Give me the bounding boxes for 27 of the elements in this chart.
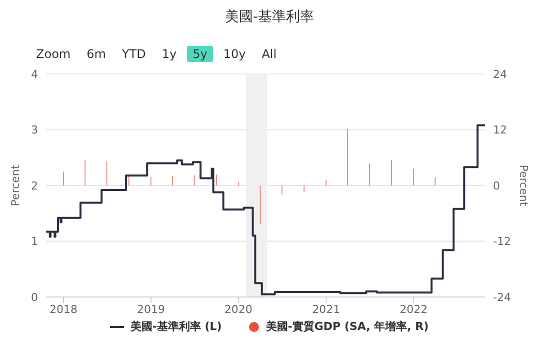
text: Zoom [35, 46, 72, 62]
x-tick-label: 2021 [312, 302, 340, 316]
legend-label: 美國-實質GDP (SA, 年增率, R) [264, 319, 429, 334]
y2-tick-label: 12 [493, 124, 507, 137]
y2-axis-title: Percent [517, 164, 530, 207]
y-tick-label: 4 [31, 68, 38, 81]
x-tick-label: 2019 [136, 302, 165, 316]
text: YTD [120, 46, 147, 62]
y-tick-label: 0 [31, 290, 38, 304]
x-tick-label: 2020 [224, 302, 252, 316]
text: 1y [160, 46, 178, 62]
y2-tick-label: 24 [493, 68, 507, 81]
x-tick-label: 2018 [49, 302, 78, 316]
text: All [260, 46, 278, 62]
y-tick-label: 2 [31, 179, 38, 192]
legend-label: 美國-基準利率 (L) [129, 319, 222, 334]
y2-tick-label: -24 [493, 290, 511, 304]
y2-tick-label: -12 [493, 235, 511, 248]
y-axis-title: Percent [8, 164, 22, 206]
chart-title: 美國-基準利率 [224, 8, 316, 27]
y-tick-label: 1 [31, 235, 38, 248]
text: 10y [222, 46, 247, 62]
text: 5y [186, 46, 214, 62]
x-tick-label: 2022 [400, 302, 428, 316]
y-tick-label: 3 [31, 124, 38, 137]
y2-tick-label: 0 [493, 179, 500, 192]
text: 6m [86, 46, 107, 62]
